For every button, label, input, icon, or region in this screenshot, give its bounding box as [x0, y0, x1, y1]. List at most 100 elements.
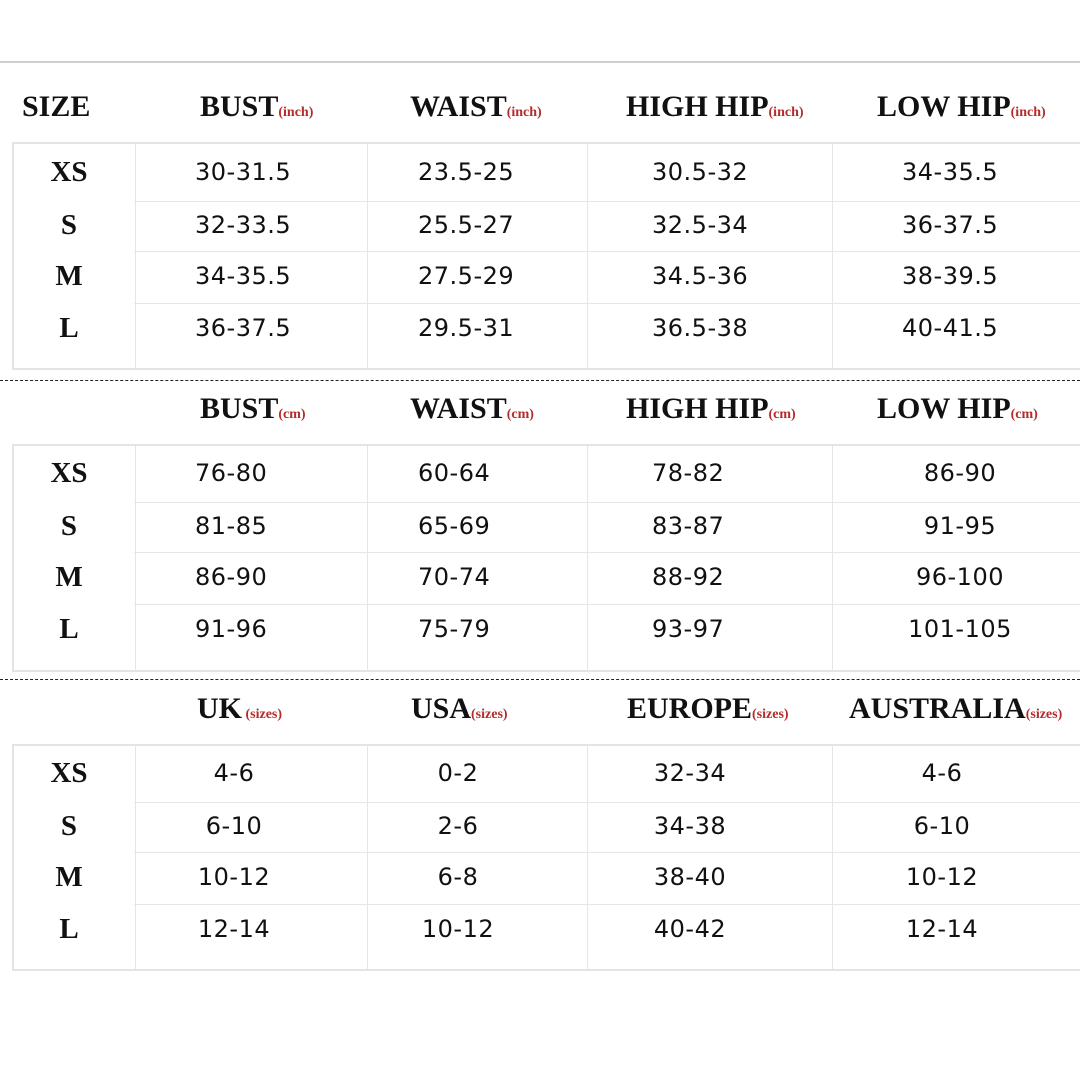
table-cell: 4-6 — [213, 759, 255, 787]
grid-line — [832, 446, 833, 670]
column-header: WAIST(inch) — [410, 90, 542, 124]
table-cell: 23.5-25 — [418, 157, 515, 186]
column-header-label: BUST — [200, 392, 279, 425]
table-cell: 86-90 — [923, 459, 997, 487]
grid-line — [367, 144, 368, 368]
table-cell: 36-37.5 — [195, 313, 292, 342]
table-cell: 10-12 — [905, 863, 979, 891]
table-cell: 81-85 — [195, 512, 268, 540]
table-cell: 32.5-34 — [652, 211, 749, 239]
column-header: WAIST(cm) — [410, 392, 534, 426]
grid-line — [134, 303, 1080, 304]
size-label: L — [59, 612, 79, 645]
column-header-label: LOW HIP — [877, 90, 1011, 123]
column-header: LOW HIP(cm) — [877, 392, 1038, 426]
column-header-unit: (cm) — [1010, 407, 1038, 422]
column-header-label: UK — [197, 692, 242, 725]
table-cell: 36-37.5 — [902, 211, 999, 239]
table-cell: 0-2 — [437, 759, 479, 787]
table-cell: 30-31.5 — [195, 157, 292, 186]
table-cell: 76-80 — [195, 459, 268, 487]
table-cell: 83-87 — [652, 512, 725, 540]
table-cell: 78-82 — [652, 459, 725, 487]
size-label: S — [60, 510, 78, 542]
grid-line — [367, 446, 368, 670]
table-cell: 10-12 — [197, 863, 271, 891]
size-label: XS — [50, 155, 88, 188]
column-header-unit: (sizes) — [242, 707, 283, 722]
table-cell: 65-69 — [418, 512, 491, 540]
column-header: USA(sizes) — [411, 692, 508, 726]
size-table: XS 76-80 60-64 78-82 86-90 S 81-85 65-69 83-87 91… — [12, 444, 1080, 672]
table-cell: 2-6 — [437, 812, 479, 840]
grid-line — [134, 502, 1080, 503]
grid-line — [134, 802, 1080, 803]
column-header-label: HIGH HIP — [626, 392, 769, 425]
grid-line — [134, 604, 1080, 605]
column-header-label: HIGH HIP — [626, 90, 769, 123]
size-label: M — [55, 260, 83, 292]
table-cell: 40-41.5 — [902, 313, 999, 342]
column-header-unit: (inch) — [1010, 105, 1046, 120]
section-divider — [0, 679, 1080, 680]
table-cell: 91-95 — [923, 512, 997, 540]
table-cell: 93-97 — [652, 614, 725, 643]
column-header: UK (sizes) — [197, 692, 282, 726]
column-header-unit: (inch) — [506, 105, 542, 120]
grid-line — [134, 552, 1080, 553]
grid-line — [135, 446, 136, 670]
table-cell: 27.5-29 — [418, 262, 515, 290]
table-cell: 6-10 — [205, 812, 263, 840]
table-cell: 36.5-38 — [652, 313, 749, 342]
grid-line — [134, 852, 1080, 853]
column-header: LOW HIP(inch) — [877, 90, 1046, 124]
table-cell: 34.5-36 — [652, 262, 749, 290]
column-header-unit: (cm) — [278, 407, 306, 422]
grid-line — [832, 144, 833, 368]
column-header: HIGH HIP(cm) — [626, 392, 796, 426]
table-cell: 6-10 — [913, 812, 971, 840]
table-cell: 30.5-32 — [652, 157, 749, 186]
size-label: S — [60, 810, 78, 842]
column-header-label: USA — [411, 692, 472, 725]
size-label: XS — [50, 757, 88, 789]
table-cell: 6-8 — [437, 863, 479, 891]
size-label: S — [60, 209, 78, 241]
table-cell: 40-42 — [653, 914, 727, 943]
column-header-unit: (inch) — [278, 105, 314, 120]
table-cell: 12-14 — [197, 914, 271, 943]
size-label: M — [55, 861, 83, 893]
column-header-unit: (inch) — [768, 105, 804, 120]
section-divider — [0, 380, 1080, 381]
table-cell: 88-92 — [652, 563, 725, 591]
table-cell: 38-40 — [653, 863, 727, 891]
table-cell: 101-105 — [908, 614, 1012, 643]
size-label: L — [59, 912, 79, 945]
column-header-label: LOW HIP — [877, 392, 1011, 425]
column-header-unit: (sizes) — [471, 707, 508, 722]
grid-line — [587, 746, 588, 969]
column-header-unit: (cm) — [768, 407, 796, 422]
size-table: XS 4-6 0-2 32-34 4-6 S 6-10 2-6 34-38 6-10 M 10-12 6… — [12, 744, 1080, 971]
column-header: AUSTRALIA(sizes) — [849, 692, 1062, 726]
column-header-label: WAIST — [410, 392, 507, 425]
column-header-label: WAIST — [410, 90, 507, 123]
table-cell: 34-35.5 — [902, 157, 999, 186]
grid-line — [134, 251, 1080, 252]
table-cell: 32-34 — [653, 759, 727, 787]
table-cell: 86-90 — [195, 563, 268, 591]
column-header: HIGH HIP(inch) — [626, 90, 804, 124]
table-cell: 75-79 — [418, 614, 491, 643]
column-header: BUST(inch) — [200, 90, 313, 124]
column-header-unit: (sizes) — [752, 707, 789, 722]
size-label: L — [59, 311, 79, 344]
size-label: M — [55, 561, 83, 593]
table-cell: 34-35.5 — [195, 262, 292, 290]
table-cell: 91-96 — [195, 614, 268, 643]
grid-line — [587, 446, 588, 670]
column-header-label: EUROPE — [627, 692, 753, 725]
top-divider — [0, 61, 1080, 63]
table-cell: 34-38 — [653, 812, 727, 840]
table-cell: 38-39.5 — [902, 262, 999, 290]
table-cell: 25.5-27 — [418, 211, 515, 239]
